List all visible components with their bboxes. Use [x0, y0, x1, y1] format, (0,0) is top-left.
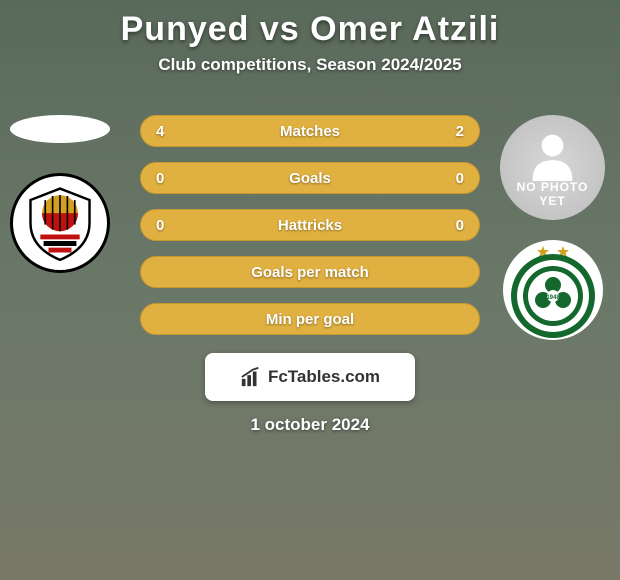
person-silhouette-icon — [525, 131, 580, 181]
right-player-photo-placeholder: NO PHOTO YET — [500, 115, 605, 220]
stat-bar: 4 Matches 2 — [140, 115, 480, 147]
chart-icon — [240, 366, 262, 388]
left-column — [10, 115, 110, 273]
stat-left-value: 0 — [156, 170, 186, 187]
stat-label: Goals per match — [251, 264, 369, 281]
club-year-text: 1948 — [546, 295, 560, 301]
right-column: NO PHOTO YET 1948 — [500, 115, 605, 340]
date-label: 1 october 2024 — [250, 415, 369, 435]
stat-bar: Min per goal — [140, 303, 480, 335]
stat-label: Hattricks — [278, 217, 342, 234]
brand-badge[interactable]: FcTables.com — [205, 353, 415, 401]
left-player-photo-placeholder — [10, 115, 110, 143]
stat-label: Min per goal — [266, 311, 354, 328]
left-club-logo — [10, 173, 110, 273]
right-club-logo-svg: 1948 — [503, 240, 603, 340]
stat-right-value: 2 — [434, 123, 464, 140]
stat-right-value: 0 — [434, 217, 464, 234]
stat-label: Matches — [280, 123, 340, 140]
content-row: 4 Matches 2 0 Goals 0 0 Hattricks 0 Goals per mat… — [0, 105, 620, 335]
stat-bar: Goals per match — [140, 256, 480, 288]
no-photo-label-1: NO PHOTO — [517, 181, 589, 194]
right-club-logo: 1948 — [503, 240, 603, 340]
stat-left-value: 0 — [156, 217, 186, 234]
brand-text: FcTables.com — [268, 367, 380, 387]
stat-right-value: 0 — [434, 170, 464, 187]
page-title: Punyed vs Omer Atzili — [121, 10, 500, 49]
left-club-logo-svg — [19, 182, 101, 264]
no-photo-label-2: YET — [539, 195, 565, 208]
stat-label: Goals — [289, 170, 331, 187]
stat-bar: 0 Hattricks 0 — [140, 209, 480, 241]
subtitle: Club competitions, Season 2024/2025 — [158, 55, 461, 75]
stat-left-value: 4 — [156, 123, 186, 140]
stat-bar: 0 Goals 0 — [140, 162, 480, 194]
stats-list: 4 Matches 2 0 Goals 0 0 Hattricks 0 Goals per mat… — [140, 115, 480, 335]
comparison-card: Punyed vs Omer Atzili Club competitions,… — [0, 0, 620, 435]
